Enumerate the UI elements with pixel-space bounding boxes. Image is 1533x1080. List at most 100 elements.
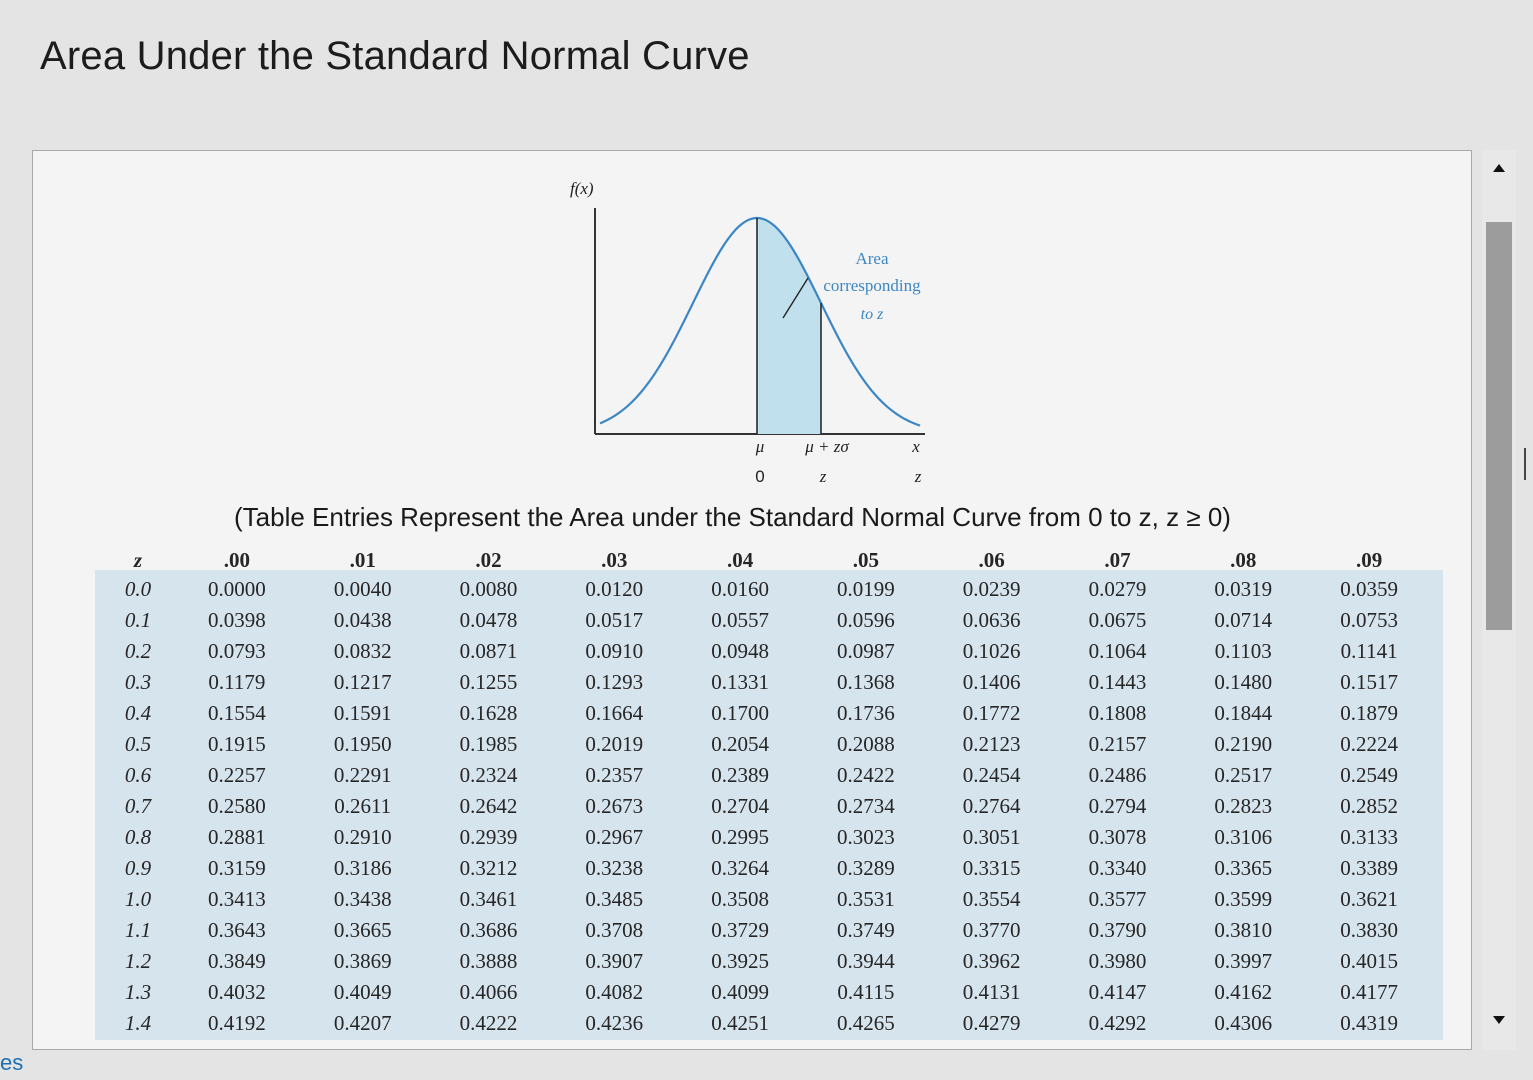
column-header-1: .01 (349, 547, 376, 572)
area-value-cell: 0.1736 (837, 701, 895, 725)
table-row: 0.2 0.0793 0.0832 0.0871 0.0910 0.0948 0.0987 0… (102, 636, 1432, 667)
table-header-row: z .00 .01 .02 .03 .04 .05 .06 .07 .08 .09 (102, 546, 1432, 574)
area-value-cell: 0.0438 (333, 608, 392, 632)
vertical-scrollbar[interactable] (1482, 150, 1516, 1050)
area-value-cell: 0.2224 (1340, 732, 1398, 756)
area-value-cell: 0.2794 (1088, 794, 1147, 818)
area-value-cell: 0.1103 (1214, 639, 1272, 663)
area-value-cell: 0.3315 (962, 856, 1021, 880)
area-value-cell: 0.0557 (711, 608, 769, 632)
bell-curve (599, 216, 921, 427)
area-value-cell: 0.4015 (1340, 949, 1398, 973)
area-value-cell: 0.4099 (711, 980, 769, 1004)
column-header-6: .06 (978, 547, 1005, 572)
area-value-cell: 0.4147 (1088, 980, 1147, 1004)
area-value-cell: 0.4177 (1340, 980, 1398, 1004)
area-value-cell: 0.0478 (459, 608, 518, 632)
area-value-cell: 0.0239 (962, 577, 1021, 601)
z-value-cell: 0.0 (124, 577, 152, 601)
area-value-cell: 0.2611 (334, 794, 392, 818)
z-value-cell: 1.0 (124, 887, 152, 911)
area-value-cell: 0.1064 (1088, 639, 1147, 663)
area-value-cell: 0.2580 (208, 794, 266, 818)
area-value-cell: 0.3997 (1214, 949, 1273, 973)
edge-bracket (1524, 448, 1532, 480)
area-value-cell: 0.3531 (837, 887, 895, 911)
area-value-cell: 0.2257 (208, 763, 266, 787)
y-axis-label: f(x) (570, 179, 594, 198)
area-value-cell: 0.2389 (711, 763, 769, 787)
area-value-cell: 0.4319 (1340, 1011, 1398, 1035)
z-value-cell: 1.1 (124, 918, 152, 942)
shaded-area (757, 218, 821, 434)
area-value-cell: 0.2019 (585, 732, 644, 756)
z-value-cell: 0.9 (124, 856, 152, 880)
cut-off-text: es (0, 1050, 24, 1075)
area-value-cell: 0.2734 (837, 794, 895, 818)
table-row: 0.0 0.0000 0.0040 0.0080 0.0120 0.0160 0.0199 0… (102, 574, 1432, 605)
table-row: 0.3 0.1179 0.1217 0.1255 0.1293 0.1331 0.1368 0… (102, 667, 1432, 698)
area-value-cell: 0.4131 (962, 980, 1021, 1004)
area-value-cell: 0.0199 (837, 577, 895, 601)
area-value-cell: 0.3078 (1088, 825, 1147, 849)
z-value-cell: 0.6 (124, 763, 152, 787)
area-value-cell: 0.3340 (1088, 856, 1147, 880)
area-value-cell: 0.2517 (1214, 763, 1273, 787)
table-row: 0.6 0.2257 0.2291 0.2324 0.2357 0.2389 0.2422 0… (102, 760, 1432, 791)
area-value-cell: 0.4032 (208, 980, 266, 1004)
column-header-8: .08 (1230, 547, 1257, 572)
table-highlight-band (95, 570, 1443, 1040)
area-value-cell: 0.0832 (333, 639, 392, 663)
area-value-cell: 0.0793 (208, 639, 266, 663)
area-value-cell: 0.1844 (1214, 701, 1273, 725)
area-value-cell: 0.2324 (459, 763, 518, 787)
table-row: 1.1 0.3643 0.3665 0.3686 0.3708 0.3729 0.3749 0… (102, 915, 1432, 946)
area-value-cell: 0.3621 (1340, 887, 1398, 911)
area-value-cell: 0.0948 (711, 639, 769, 663)
area-value-cell: 0.0636 (962, 608, 1021, 632)
area-value-cell: 0.3485 (585, 887, 644, 911)
table-row: 1.4 0.4192 0.4207 0.4222 0.4236 0.4251 0.4265 0… (102, 1008, 1432, 1039)
area-value-cell: 0.2357 (585, 763, 644, 787)
area-value-cell: 0.3289 (837, 856, 895, 880)
area-value-cell: 0.3944 (837, 949, 895, 973)
area-value-cell: 0.3264 (711, 856, 769, 880)
area-value-cell: 0.4162 (1214, 980, 1273, 1004)
area-value-cell: 0.3962 (962, 949, 1021, 973)
area-value-cell: 0.3980 (1088, 949, 1147, 973)
area-value-cell: 0.3770 (962, 918, 1021, 942)
area-value-cell: 0.2157 (1088, 732, 1147, 756)
area-value-cell: 0.3508 (711, 887, 769, 911)
area-value-cell: 0.3106 (1214, 825, 1273, 849)
z-table: z .00 .01 .02 .03 .04 .05 .06 .07 .08 .09 0.0 0.000… (102, 546, 1432, 1039)
z-value-cell: 0.4 (124, 701, 152, 725)
scroll-up-arrow-icon[interactable] (1493, 164, 1505, 172)
area-value-cell: 0.2123 (962, 732, 1021, 756)
x-label-mu-plus-z-sigma: μ + zσ (804, 437, 849, 456)
area-value-cell: 0.2054 (711, 732, 769, 756)
area-value-cell: 0.2823 (1214, 794, 1273, 818)
area-value-cell: 0.4115 (837, 980, 895, 1004)
area-value-cell: 0.1179 (208, 670, 266, 694)
area-value-cell: 0.3461 (459, 887, 518, 911)
scroll-thumb[interactable] (1486, 222, 1512, 630)
area-value-cell: 0.1915 (208, 732, 266, 756)
area-value-cell: 0.3888 (459, 949, 518, 973)
area-value-cell: 0.3413 (208, 887, 266, 911)
scroll-down-arrow-icon[interactable] (1493, 1016, 1505, 1024)
area-value-cell: 0.2422 (837, 763, 895, 787)
area-value-cell: 0.0871 (459, 639, 518, 663)
area-value-cell: 0.0675 (1088, 608, 1147, 632)
area-value-cell: 0.4236 (585, 1011, 644, 1035)
area-value-cell: 0.4292 (1088, 1011, 1147, 1035)
area-value-cell: 0.0987 (837, 639, 895, 663)
area-value-cell: 0.2995 (711, 825, 769, 849)
area-value-cell: 0.0120 (585, 577, 644, 601)
area-value-cell: 0.0596 (837, 608, 895, 632)
area-value-cell: 0.1406 (962, 670, 1021, 694)
z-value-cell: 0.1 (124, 608, 152, 632)
area-value-cell: 0.0080 (459, 577, 518, 601)
area-value-cell: 0.3790 (1088, 918, 1147, 942)
area-value-cell: 0.3907 (585, 949, 644, 973)
area-label-line-3: to z (861, 306, 884, 323)
